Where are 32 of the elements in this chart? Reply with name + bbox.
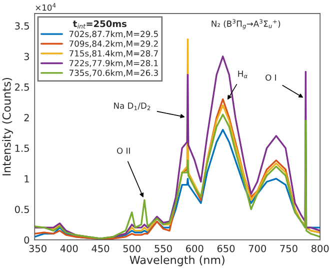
annotation: Na D$_{1}$/D$_{2}$ bbox=[114, 102, 150, 110]
x-axis-title: Wavelength (nm) bbox=[130, 255, 224, 266]
text: N₂ (B$^{3}$Π$_{g}$→A$^{3}$Σ$_{u}$$^{+}$) bbox=[212, 19, 280, 30]
x-tick-label: 800 bbox=[311, 244, 329, 252]
legend-label: 722s,77.9km,M=28.1 bbox=[70, 60, 158, 68]
x-tick-label: 750 bbox=[280, 244, 298, 252]
legend-label: 709s,84.2km,M=29.2 bbox=[70, 40, 158, 48]
legend-label: 735s,70.6km,M=26.3 bbox=[70, 70, 158, 77]
x-tick-label: 500 bbox=[123, 244, 141, 252]
x-tick-label: 350 bbox=[29, 244, 46, 252]
y-tick-label: 3.5 bbox=[15, 22, 29, 30]
x-tick-label: 450 bbox=[92, 244, 110, 252]
y-tick-label: 3 bbox=[24, 52, 30, 60]
x-tick-label: 700 bbox=[248, 244, 266, 252]
annotation: H$_{α}$ bbox=[238, 70, 248, 78]
y-tick-label: 1 bbox=[24, 175, 29, 182]
x-tick-label: 400 bbox=[60, 244, 78, 252]
text: ×10$^{4}$ bbox=[36, 3, 56, 11]
x-tick-label: 650 bbox=[217, 244, 235, 252]
x-tick-label: 600 bbox=[186, 244, 204, 252]
y-tick-label: 2 bbox=[24, 114, 29, 122]
y-axis-title: Intensity (Counts) bbox=[2, 78, 13, 176]
legend-title: t$_{int}$=250ms bbox=[72, 20, 127, 28]
legend-label: 715s,81.4km,M=28.7 bbox=[70, 50, 158, 58]
y-tick-label: 2.5 bbox=[15, 83, 29, 91]
y-tick-label: 0.5 bbox=[14, 206, 29, 214]
y-tick-label: 0 bbox=[24, 236, 30, 244]
legend-label: 702s,87.7km,M=29.5 bbox=[70, 30, 158, 38]
x-tick-label: 550 bbox=[154, 244, 172, 252]
annotation: O II bbox=[117, 148, 130, 154]
y-tick-label: 1.5 bbox=[15, 144, 29, 152]
annotation: O I bbox=[266, 74, 276, 81]
